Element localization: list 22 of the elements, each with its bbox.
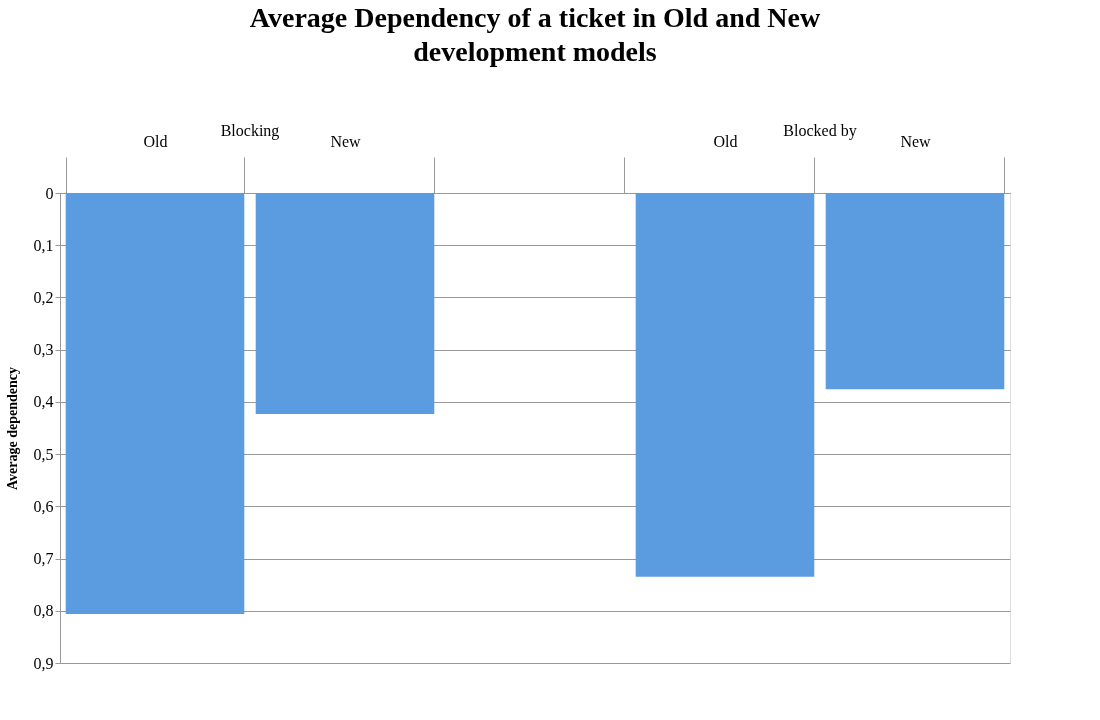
y-tick-label: 0,1 [33,236,54,254]
x-tick-label: New [330,132,362,150]
y-tick-label: 0,7 [33,550,54,568]
y-tick-label: 0 [45,184,54,202]
y-tick-label: 0,4 [33,393,54,411]
x-tick-label: Old [143,132,168,150]
chart-title: Average Dependency of a ticket in Old and New development models [249,2,821,67]
y-tick-label: 0,2 [33,288,54,306]
y-tick-label: 0,5 [33,445,54,463]
bar [255,193,435,414]
bar [635,193,815,577]
y-axis-title: Average dependency [4,367,20,490]
bar [65,193,245,614]
y-tick-label: 0,3 [33,341,54,359]
x-tick-label: Old [713,132,738,150]
text: Blocked by [783,122,857,140]
y-tick-label: 0,9 [33,654,54,672]
bar [825,193,1005,390]
y-tick-label: 0,8 [33,602,54,620]
text: Blocking [220,122,280,140]
x-tick-label: New [900,132,932,150]
y-tick-label: 0,6 [33,497,54,515]
